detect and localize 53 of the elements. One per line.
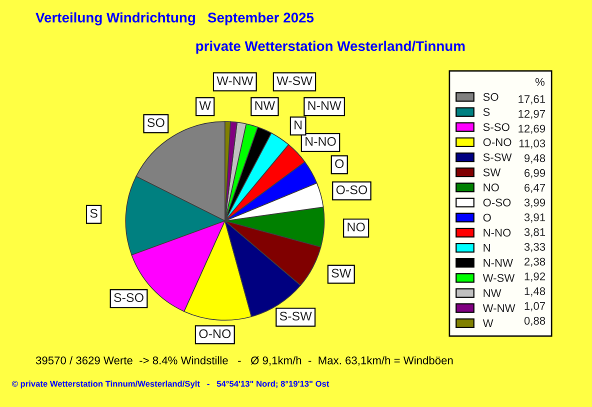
data-label: 3,81 — [524, 228, 546, 238]
slice-label: N — [294, 120, 302, 130]
slice-label: S-SW — [280, 312, 312, 321]
slice-label: SO — [147, 118, 164, 128]
legend-label: S — [483, 108, 490, 116]
legend-label: O — [483, 214, 491, 222]
slice-label: O — [335, 159, 344, 168]
data-label: 17,61 — [518, 95, 546, 104]
slice-label: S — [90, 208, 98, 218]
legend-label: SW — [483, 168, 501, 176]
data-label: 6,47 — [524, 184, 546, 194]
slice-label: N-NO — [306, 137, 336, 146]
text: © private Wetterstation Tinnum/Westerland/Sylt - 54°54'13" Nord; 8°19'13" Ost — [12, 380, 330, 388]
legend-label: NO — [484, 184, 499, 192]
data-label: 12,97 — [518, 110, 546, 120]
data-label: 0,88 — [524, 316, 546, 326]
data-label: 3,91 — [524, 213, 546, 223]
slice-label: W-NW — [216, 76, 254, 86]
data-label: 2,38 — [524, 258, 546, 267]
category-label: W — [199, 101, 211, 110]
legend-label: N-NO — [484, 228, 511, 237]
legend-label: S-SO — [483, 123, 510, 132]
slice-label: SW — [332, 268, 352, 278]
legend-label: N — [484, 244, 490, 252]
category-label: N-NW — [308, 101, 342, 110]
legend-label: O-SO — [483, 198, 511, 206]
data-label: 11,03 — [519, 140, 546, 149]
legend-title: % — [535, 78, 545, 86]
chart-subtitle: private Wetterstation Westerland/Tinnum — [196, 40, 465, 54]
slice-label: O-NO — [199, 329, 231, 338]
data-label: 1,07 — [524, 302, 546, 312]
legend-label: S-SW — [483, 153, 512, 162]
category-label: W-SW — [276, 76, 312, 86]
legend-label: N-NW — [484, 259, 513, 267]
slice-label: NW — [255, 101, 276, 110]
legend-label: W-NW — [482, 304, 516, 312]
data-label: 1,92 — [524, 272, 546, 282]
slice-label: S-SO — [114, 293, 144, 302]
data-label: 6,99 — [524, 169, 546, 178]
data-label: 9,48 — [524, 154, 546, 164]
data-label: 1,48 — [524, 287, 546, 296]
text: 39570 / 3629 Werte -> 8.4% Windstille - Ø 9,1km/h - Max. 63,1km/h = Windböen — [36, 356, 453, 366]
legend-label: SO — [483, 93, 498, 101]
legend-label: W-SW — [482, 274, 515, 282]
slice-label: NO — [348, 222, 365, 232]
data-label: 3,33 — [524, 242, 546, 252]
chart-title: Verteilung Windrichtung September 2025 — [36, 12, 314, 26]
data-label: 3,99 — [524, 198, 546, 208]
legend-label: W — [482, 319, 494, 328]
legend-label: O-NO — [483, 138, 512, 146]
legend-label: NW — [484, 289, 502, 297]
data-label: 12,69 — [518, 124, 546, 134]
slice-label: O-SO — [336, 185, 368, 194]
